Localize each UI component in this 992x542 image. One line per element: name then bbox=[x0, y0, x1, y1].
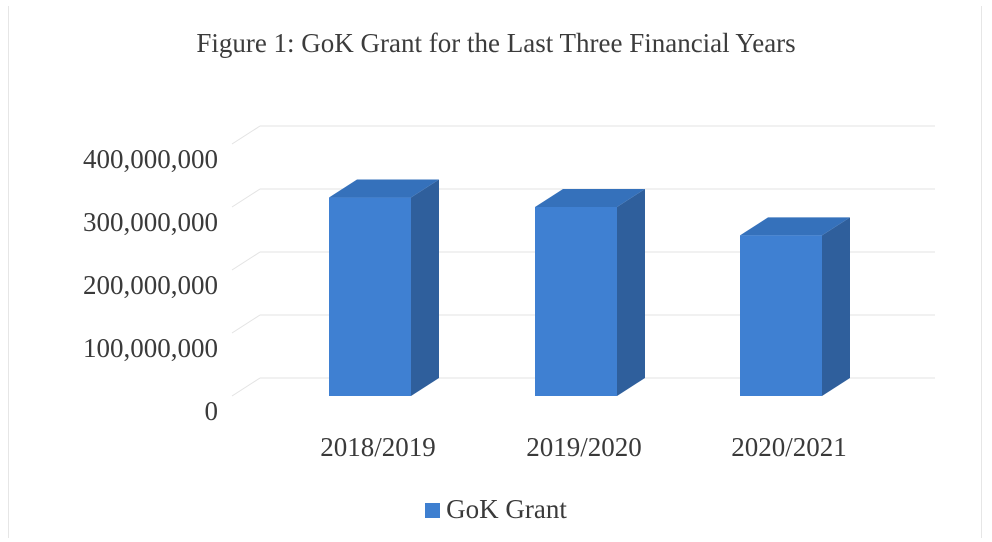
frame-edge bbox=[8, 6, 9, 538]
x-tick-label: 2020/2021 bbox=[731, 432, 847, 462]
y-tick-label: 0 bbox=[205, 396, 219, 426]
gridline-side bbox=[231, 251, 261, 271]
legend: GoK Grant bbox=[0, 494, 992, 525]
legend-swatch bbox=[425, 503, 441, 518]
x-tick-label: 2019/2020 bbox=[526, 432, 642, 462]
x-tick-label: 2018/2019 bbox=[320, 432, 436, 462]
gridline-side bbox=[231, 188, 261, 208]
y-tick-label: 200,000,000 bbox=[83, 270, 218, 300]
y-tick-label: 300,000,000 bbox=[83, 207, 218, 237]
y-tick-label: 100,000,000 bbox=[83, 333, 218, 363]
gridline-side bbox=[231, 377, 261, 397]
gridline-side bbox=[231, 314, 261, 334]
chart-title: Figure 1: GoK Grant for the Last Three F… bbox=[196, 28, 796, 58]
frame-edge bbox=[981, 6, 982, 538]
bar bbox=[535, 189, 645, 396]
legend-label: GoK Grant bbox=[446, 494, 567, 524]
bar bbox=[329, 179, 439, 396]
gridline-side bbox=[231, 125, 261, 145]
y-tick-label: 400,000,000 bbox=[83, 144, 218, 174]
bar bbox=[740, 217, 850, 396]
